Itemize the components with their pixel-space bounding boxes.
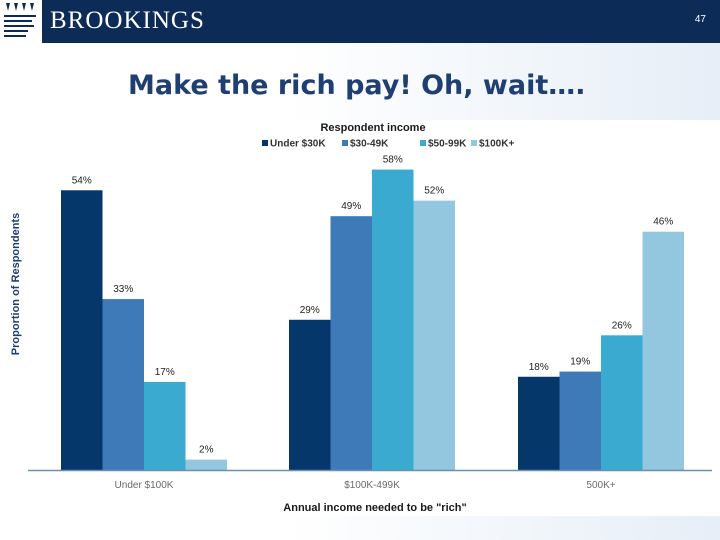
legend-swatch (262, 140, 268, 146)
bar (289, 319, 331, 470)
legend-swatch (342, 140, 348, 146)
bar (642, 231, 684, 470)
x-tick-label: Under $100K (115, 480, 174, 491)
data-label: 58% (383, 155, 403, 166)
bar (372, 169, 414, 470)
bar (518, 376, 560, 470)
bar (559, 371, 601, 470)
data-label: 17% (155, 367, 175, 378)
legend-swatch (471, 140, 477, 146)
legend-entry: $100K+ (479, 139, 514, 150)
data-label: 49% (341, 201, 361, 212)
data-label: 46% (653, 217, 673, 228)
brookings-logo: BROOKINGS (50, 7, 205, 34)
slide-number: 47 (694, 14, 706, 25)
data-label: 26% (612, 320, 632, 331)
bar (601, 335, 643, 470)
bar (102, 299, 144, 470)
bar (185, 459, 227, 470)
data-label: 19% (570, 357, 590, 368)
data-label: 33% (113, 284, 133, 295)
x-axis-title: Annual income needed to be "rich" (283, 502, 466, 514)
center-for-childrens-logo (0, 0, 42, 43)
bar-chart: Respondent income Under $30K $30-49K $50-99… (10, 122, 712, 514)
data-label: 18% (529, 362, 549, 373)
slide-title: Make the rich pay! Oh, wait…. (128, 70, 586, 101)
slide-header: BROOKINGS 47 (0, 0, 720, 43)
legend-entry: Under $30K (270, 139, 326, 150)
legend-title: Respondent income (320, 122, 425, 134)
x-tick-label: 500K+ (586, 480, 615, 491)
data-label: 29% (300, 305, 320, 316)
bar (61, 190, 103, 470)
bar (144, 381, 186, 470)
legend-entry: $30-49K (350, 139, 389, 150)
data-label: 2% (199, 445, 214, 456)
chart-panel: Respondent income Under $30K $30-49K $50-99… (0, 120, 720, 516)
x-tick-label: $100K-499K (344, 480, 400, 491)
bar (330, 216, 372, 470)
legend-entry: $50-99K (428, 139, 467, 150)
legend-swatch (420, 140, 426, 146)
bar (413, 200, 455, 470)
data-label: 52% (424, 186, 444, 197)
y-axis-title: Proportion of Respondents (10, 213, 22, 355)
data-label: 54% (72, 175, 92, 186)
